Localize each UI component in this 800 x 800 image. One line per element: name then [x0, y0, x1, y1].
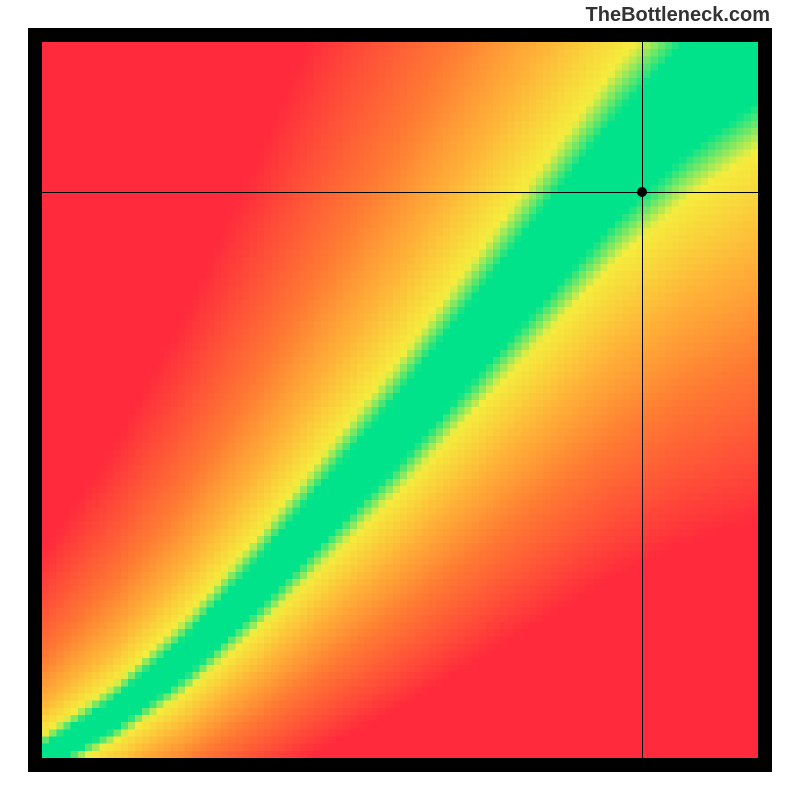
crosshair-horizontal — [42, 192, 758, 193]
bottleneck-heatmap — [42, 42, 758, 758]
crosshair-vertical — [642, 42, 643, 758]
chart-container: TheBottleneck.com — [0, 0, 800, 800]
watermark-text: TheBottleneck.com — [586, 4, 770, 27]
